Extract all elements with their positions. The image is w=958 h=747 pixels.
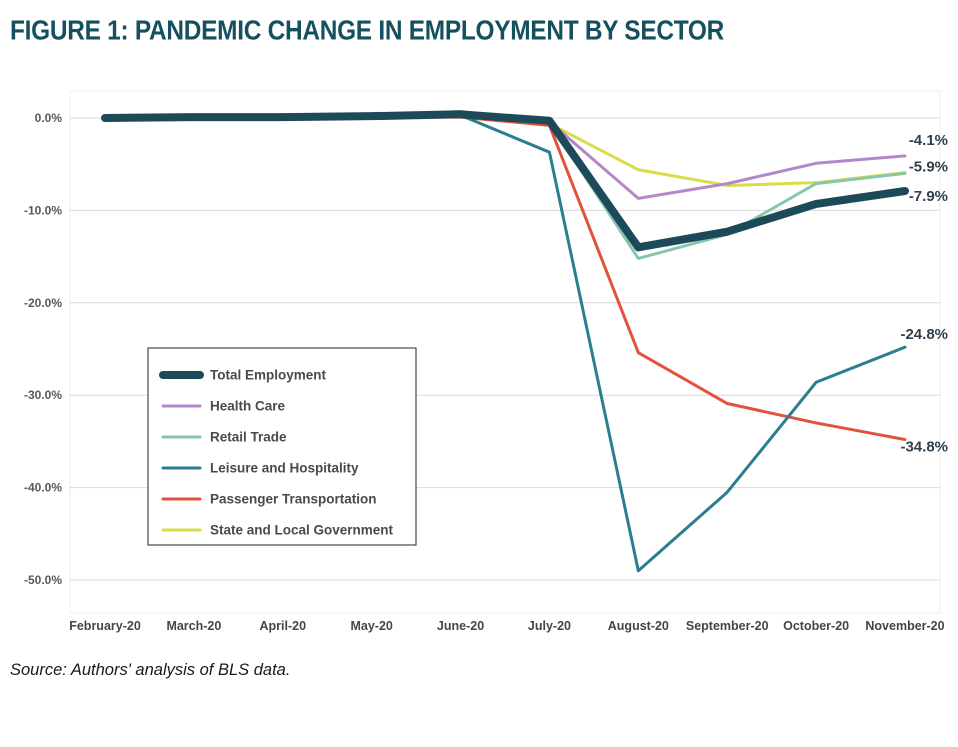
plot-area-border <box>69 90 941 614</box>
end-label-passenger-transportation: -34.8% <box>900 439 948 456</box>
x-axis-tick-label: March-20 <box>166 619 221 633</box>
x-axis-tick-label: July-20 <box>528 619 571 633</box>
x-axis-tick-label: September-20 <box>686 619 769 633</box>
legend-label-leisure-hospitality: Leisure and Hospitality <box>210 461 359 476</box>
y-axis-tick-label: -50.0% <box>24 573 62 587</box>
legend-label-total-employment: Total Employment <box>210 368 327 383</box>
y-axis-tick-label: -30.0% <box>24 388 62 402</box>
y-axis-tick-label: -10.0% <box>24 203 62 217</box>
legend-label-retail-trade: Retail Trade <box>210 430 287 445</box>
end-label-state-local-government: -5.9% <box>909 159 948 176</box>
y-axis-tick-label: -20.0% <box>24 296 62 310</box>
y-axis-tick-label: -40.0% <box>24 481 62 495</box>
legend-box <box>147 347 417 546</box>
source-note: Source: Authors' analysis of BLS data. <box>10 661 291 679</box>
legend-label-health-care: Health Care <box>210 399 286 414</box>
employment-line-chart: 0.0% -10.0% -20.0% -30.0% -40.0% -50.0% Februa… <box>0 55 958 655</box>
x-axis-tick-label: October-20 <box>783 619 849 633</box>
x-axis-tick-label: May-20 <box>350 619 392 633</box>
y-axis-tick-label: 0.0% <box>35 111 63 125</box>
end-label-health-care: -4.1% <box>909 132 948 149</box>
x-axis-tick-label: February-20 <box>69 619 141 633</box>
figure-title: FIGURE 1: PANDEMIC CHANGE IN EMPLOYMENT … <box>10 14 725 46</box>
x-axis-tick-label: August-20 <box>608 619 669 633</box>
end-label-total-employment: -7.9% <box>909 188 948 205</box>
legend-label-passenger-transportation: Passenger Transportation <box>210 492 377 507</box>
x-axis-tick-label: June-20 <box>437 619 484 633</box>
chart-canvas: 0.0% -10.0% -20.0% -30.0% -40.0% -50.0% Februa… <box>24 90 948 633</box>
legend-label-state-local-government: State and Local Government <box>210 523 394 538</box>
series-line-total-employment <box>101 110 909 252</box>
x-axis-tick-label: November-20 <box>865 619 944 633</box>
end-label-leisure-hospitality: -24.8% <box>900 326 948 343</box>
x-axis-tick-label: April-20 <box>260 619 307 633</box>
series-line-health-care <box>103 112 907 200</box>
series-line-state-local-government <box>103 113 907 187</box>
